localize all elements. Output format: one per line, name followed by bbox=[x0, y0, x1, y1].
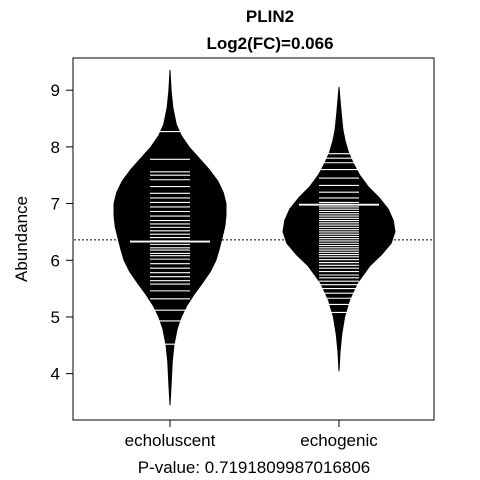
plot-area bbox=[74, 70, 433, 405]
chart-subtitle: Log2(FC)=0.066 bbox=[206, 34, 333, 53]
y-tick-label: 6 bbox=[51, 251, 60, 270]
bean-echoluscent bbox=[114, 70, 226, 405]
x-axis: echoluscent echogenic bbox=[125, 420, 379, 450]
y-tick-label: 7 bbox=[51, 195, 60, 214]
y-tick-label: 4 bbox=[51, 365, 60, 384]
x-tick-label: echoluscent bbox=[125, 431, 216, 450]
y-axis: 4 5 6 7 8 9 bbox=[51, 81, 73, 383]
x-tick-label: echogenic bbox=[300, 431, 378, 450]
x-axis-label: P-value: 0.7191809987016806 bbox=[138, 458, 371, 477]
y-tick-label: 9 bbox=[51, 81, 60, 100]
y-tick-label: 5 bbox=[51, 308, 60, 327]
chart-title: PLIN2 bbox=[246, 7, 294, 26]
bean-shape bbox=[283, 87, 395, 371]
y-tick-label: 8 bbox=[51, 138, 60, 157]
bean-echogenic bbox=[283, 87, 395, 371]
y-axis-label: Abundance bbox=[12, 196, 31, 282]
